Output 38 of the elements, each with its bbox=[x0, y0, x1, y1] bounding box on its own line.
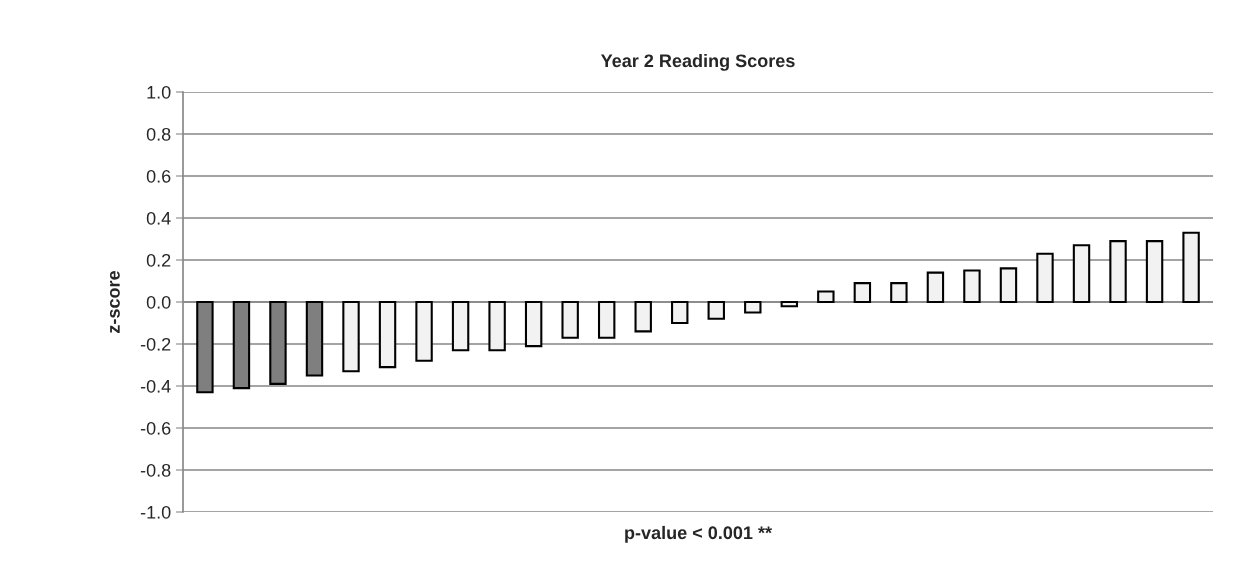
bar bbox=[963, 269, 981, 304]
bar bbox=[926, 271, 945, 304]
bar bbox=[671, 300, 689, 325]
bar bbox=[597, 300, 616, 339]
bar bbox=[1109, 240, 1127, 304]
bar bbox=[999, 267, 1018, 304]
bar bbox=[415, 300, 433, 362]
y-tick-label: -0.6 bbox=[140, 421, 171, 435]
bar bbox=[1036, 252, 1054, 304]
bar bbox=[342, 300, 360, 373]
bar bbox=[634, 300, 652, 333]
y-tick-label: -1.0 bbox=[140, 505, 171, 519]
bar bbox=[817, 290, 835, 304]
y-tick-label: 0.4 bbox=[146, 211, 171, 225]
y-axis-title: z-score bbox=[109, 271, 120, 333]
bar bbox=[1145, 240, 1164, 304]
bar bbox=[744, 300, 762, 314]
y-tick-label: -0.8 bbox=[140, 463, 171, 477]
y-tick-label: 0.0 bbox=[146, 295, 171, 309]
bar bbox=[890, 282, 908, 304]
bar bbox=[378, 300, 397, 369]
bar bbox=[488, 300, 506, 352]
x-axis-title: p-value < 0.001 ** bbox=[625, 525, 773, 543]
y-tick-label: 0.6 bbox=[146, 169, 171, 183]
bar bbox=[1182, 231, 1200, 304]
bar bbox=[780, 300, 799, 308]
bar bbox=[707, 300, 725, 320]
bar bbox=[1072, 244, 1091, 304]
bar bbox=[451, 300, 470, 352]
bar bbox=[561, 300, 579, 339]
bar bbox=[853, 282, 872, 304]
y-tick-label: -0.2 bbox=[140, 337, 171, 351]
chart-title: Year 2 Reading Scores bbox=[600, 53, 795, 71]
y-tick-label: 0.2 bbox=[146, 253, 171, 267]
y-tick-label: -0.4 bbox=[140, 379, 171, 393]
y-tick-label: 0.8 bbox=[146, 127, 171, 141]
y-tick-label: 1.0 bbox=[147, 85, 171, 99]
bar bbox=[524, 300, 543, 348]
